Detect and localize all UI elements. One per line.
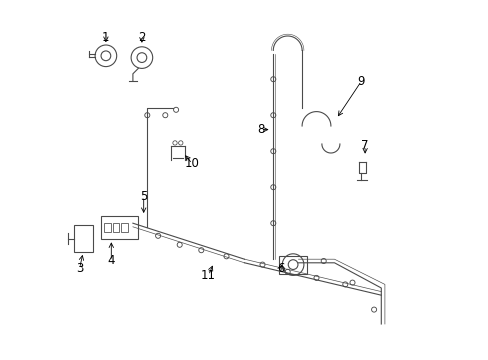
Text: 11: 11 xyxy=(201,269,216,282)
Text: 9: 9 xyxy=(357,75,365,87)
Text: 7: 7 xyxy=(361,139,368,152)
Bar xyxy=(104,223,110,232)
Bar xyxy=(113,223,119,232)
Text: 5: 5 xyxy=(140,190,147,203)
Text: 4: 4 xyxy=(107,255,115,267)
Text: 10: 10 xyxy=(184,157,199,170)
Bar xyxy=(121,223,127,232)
Bar xyxy=(101,216,138,239)
Text: 2: 2 xyxy=(138,31,145,44)
Bar xyxy=(278,256,307,274)
Text: 1: 1 xyxy=(102,31,109,44)
Text: 6: 6 xyxy=(276,262,284,275)
Text: 8: 8 xyxy=(257,123,264,136)
Text: 3: 3 xyxy=(76,262,83,275)
